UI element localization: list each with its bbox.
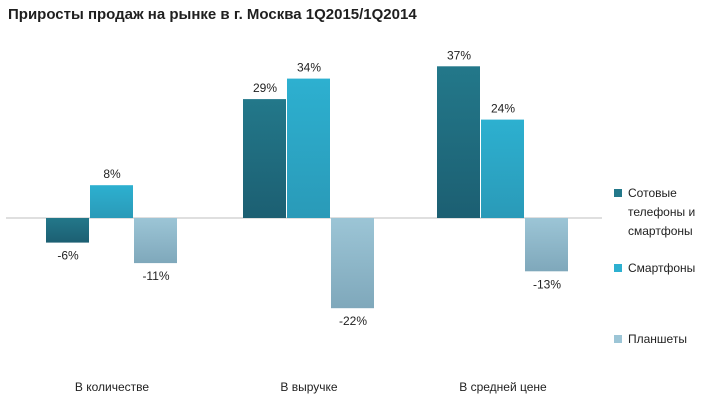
value-label-revenue-smartphones: 34% (297, 61, 321, 75)
bar-avg-price-tablets (525, 218, 568, 272)
legend-swatch-tablets (614, 335, 622, 343)
bar-revenue-smartphones (287, 78, 330, 218)
bar-revenue-tablets (331, 218, 374, 309)
category-label-avg-price: В средней цене (459, 380, 547, 394)
bar-revenue-mobile-phones (243, 99, 286, 218)
legend-item-smartphones: Смартфоны (614, 259, 712, 278)
value-label-avg-price-mobile-phones: 37% (447, 48, 471, 62)
category-label-revenue: В выручке (280, 380, 338, 394)
value-label-quantity-tablets: -11% (142, 269, 169, 283)
bar-quantity-smartphones (90, 185, 133, 218)
legend-label-smartphones: Смартфоны (628, 261, 696, 275)
value-label-avg-price-smartphones: 24% (491, 102, 515, 116)
bar-quantity-mobile-phones (46, 218, 89, 243)
bar-avg-price-mobile-phones (437, 66, 480, 218)
value-label-revenue-tablets: -22% (339, 314, 367, 328)
value-label-quantity-smartphones: 8% (103, 167, 121, 181)
legend-swatch-mobile-phones (614, 189, 622, 197)
value-label-revenue-mobile-phones: 29% (253, 81, 277, 95)
chart-title: Приросты продаж на рынке в г. Москва 1Q2… (8, 6, 417, 23)
bar-quantity-tablets (134, 218, 177, 264)
legend-item-tablets: Планшеты (614, 330, 712, 349)
bar-avg-price-smartphones (481, 119, 524, 218)
legend-swatch-smartphones (614, 264, 622, 272)
value-label-quantity-mobile-phones: -6% (57, 249, 79, 263)
legend-item-mobile-phones: Сотовые телефоны и смартфоны (614, 184, 712, 241)
category-label-quantity: В количестве (75, 380, 150, 394)
legend-label-mobile-phones: Сотовые телефоны и смартфоны (628, 186, 696, 238)
legend-label-tablets: Планшеты (628, 332, 687, 346)
value-label-avg-price-tablets: -13% (533, 277, 561, 291)
